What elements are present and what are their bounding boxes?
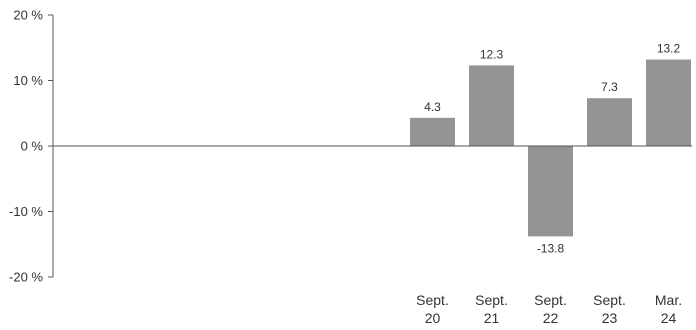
- x-tick-label: 24: [661, 310, 677, 326]
- x-tick-label: Sept.: [416, 292, 449, 308]
- bar: [646, 59, 691, 146]
- y-tick-label: 20 %: [13, 8, 43, 23]
- x-tick-label: Mar.: [655, 292, 682, 308]
- data-labels: 4.3 12.3 -13.8 7.3 13.2: [424, 42, 680, 256]
- y-tick-label: 0 %: [21, 139, 44, 154]
- x-tick-label: 23: [602, 310, 618, 326]
- bar: [528, 146, 573, 237]
- x-tick-label: 21: [484, 310, 500, 326]
- y-tick-label: -20 %: [9, 270, 43, 285]
- y-tick-label: 10 %: [13, 73, 43, 88]
- x-tick-label: Sept.: [475, 292, 508, 308]
- x-tick-label: Sept.: [593, 292, 626, 308]
- bar: [587, 98, 632, 146]
- bar: [469, 65, 514, 146]
- data-label: 7.3: [601, 80, 618, 94]
- data-label: 4.3: [424, 100, 441, 114]
- bar: [410, 117, 455, 146]
- data-label: -13.8: [537, 241, 565, 255]
- y-axis: 20 % 10 % 0 % -10 % -20 %: [9, 8, 54, 285]
- x-tick-label: Sept.: [534, 292, 567, 308]
- data-label: 13.2: [657, 42, 681, 56]
- x-tick-label: 22: [543, 310, 559, 326]
- x-tick-label: 20: [425, 310, 441, 326]
- data-label: 12.3: [480, 47, 504, 61]
- bars: [410, 59, 691, 237]
- y-tick-label: -10 %: [9, 204, 43, 219]
- x-axis-labels: Sept. 20 Sept. 21 Sept. 22 Sept. 23 Mar. 24: [416, 292, 682, 326]
